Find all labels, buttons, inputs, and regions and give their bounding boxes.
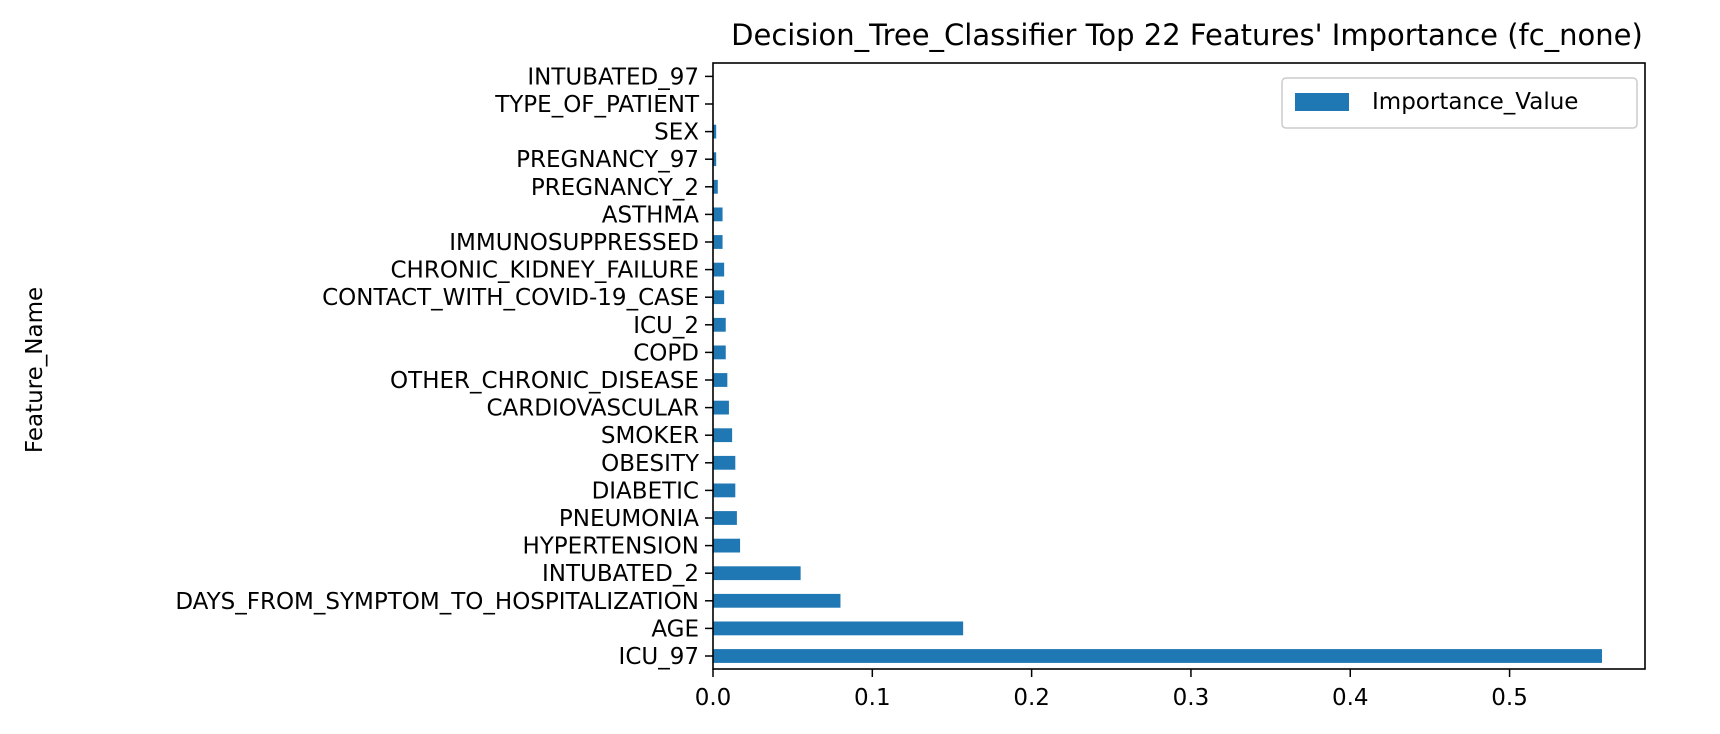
y-tick-label: IMMUNOSUPPRESSED bbox=[449, 230, 699, 256]
bar bbox=[713, 235, 723, 249]
y-tick-layer: ICU_97AGEDAYS_FROM_SYMPTOM_TO_HOSPITALIZ… bbox=[175, 64, 713, 670]
x-tick-label: 0.0 bbox=[695, 685, 732, 711]
bar bbox=[713, 124, 717, 139]
y-tick-label: ASTHMA bbox=[602, 202, 700, 228]
legend-label: Importance_Value bbox=[1372, 89, 1578, 115]
chart-title: Decision_Tree_Classifier Top 22 Features… bbox=[731, 18, 1643, 52]
bar bbox=[713, 317, 726, 332]
y-tick-label: INTUBATED_97 bbox=[527, 64, 699, 90]
y-tick-label: OBESITY bbox=[601, 451, 700, 477]
x-tick-label: 0.1 bbox=[854, 685, 891, 711]
y-tick-label: ICU_97 bbox=[619, 644, 699, 670]
y-tick-label: HYPERTENSION bbox=[522, 534, 699, 560]
bar bbox=[713, 262, 725, 277]
bar bbox=[713, 428, 733, 443]
y-axis-label: Feature_Name bbox=[22, 287, 48, 453]
y-tick-label: SMOKER bbox=[601, 423, 699, 449]
legend: Importance_Value bbox=[1281, 77, 1638, 129]
bar bbox=[713, 538, 741, 553]
x-tick-label: 0.5 bbox=[1491, 685, 1528, 711]
legend-swatch bbox=[1295, 93, 1349, 111]
x-tick-label: 0.4 bbox=[1332, 685, 1369, 711]
bar bbox=[713, 621, 964, 636]
bars-layer bbox=[713, 124, 1602, 663]
bar bbox=[713, 373, 728, 387]
y-tick-label: TYPE_OF_PATIENT bbox=[494, 92, 700, 118]
y-tick-label: INTUBATED_2 bbox=[542, 561, 699, 587]
y-tick-label: ICU_2 bbox=[633, 313, 699, 339]
x-tick-label: 0.2 bbox=[1013, 685, 1050, 711]
y-tick-label: CARDIOVASCULAR bbox=[486, 396, 699, 422]
bar bbox=[713, 207, 723, 222]
y-tick-label: AGE bbox=[651, 616, 699, 642]
bar bbox=[713, 649, 1602, 663]
bar bbox=[713, 593, 841, 608]
y-tick-label: PREGNANCY_2 bbox=[531, 175, 699, 201]
x-tick-layer: 0.0 0.1 0.2 0.3 0.4 0.5 bbox=[695, 669, 1528, 711]
y-tick-label: PNEUMONIA bbox=[559, 506, 699, 532]
x-tick-label: 0.3 bbox=[1173, 685, 1210, 711]
y-tick-label: SEX bbox=[654, 120, 699, 146]
bar bbox=[713, 152, 717, 167]
y-tick-label: PREGNANCY_97 bbox=[516, 147, 699, 173]
bar bbox=[713, 290, 725, 305]
legend-box bbox=[1281, 77, 1638, 129]
bar bbox=[713, 455, 736, 470]
bar bbox=[713, 400, 729, 415]
y-tick-label: DIABETIC bbox=[592, 478, 699, 504]
bar bbox=[713, 511, 737, 525]
bar bbox=[713, 483, 736, 498]
y-tick-label: OTHER_CHRONIC_DISEASE bbox=[390, 368, 699, 394]
y-tick-label: DAYS_FROM_SYMPTOM_TO_HOSPITALIZATION bbox=[175, 589, 699, 615]
y-tick-label: COPD bbox=[633, 340, 699, 366]
bar bbox=[713, 566, 801, 581]
y-tick-label: CHRONIC_KIDNEY_FAILURE bbox=[390, 258, 699, 284]
y-tick-label: CONTACT_WITH_COVID-19_CASE bbox=[322, 285, 699, 311]
plot-frame bbox=[712, 62, 1646, 670]
bar bbox=[713, 179, 718, 194]
bar bbox=[713, 345, 726, 360]
